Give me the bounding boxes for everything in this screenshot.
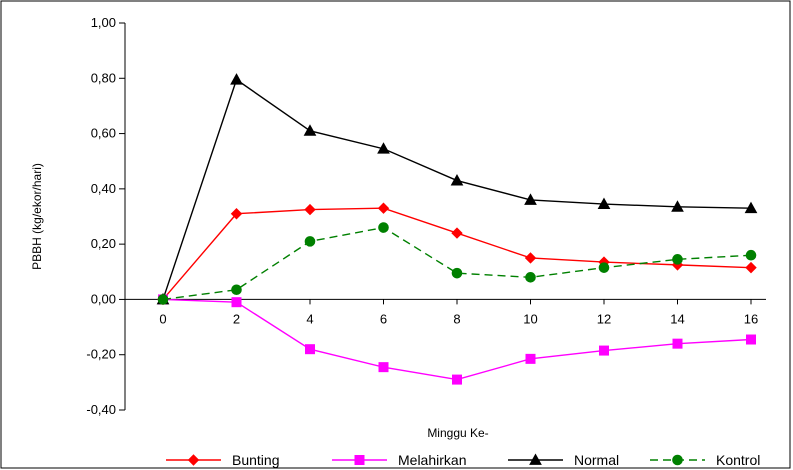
data-point-bunting: [451, 227, 463, 239]
y-axis-title: PBBH (kg/ekor/hari): [30, 163, 44, 270]
legend-marker-normal: [529, 453, 542, 465]
x-tick-label: 10: [523, 311, 537, 326]
data-point-kontrol: [157, 294, 169, 305]
data-point-normal: [377, 142, 390, 154]
x-tick-label: 2: [233, 311, 240, 326]
data-point-bunting: [377, 202, 390, 214]
data-point-normal: [744, 201, 758, 214]
x-tick-label: 4: [306, 311, 313, 326]
data-point-normal: [597, 197, 611, 209]
x-tick-label: 14: [670, 311, 684, 326]
data-point-kontrol: [378, 222, 389, 233]
data-point-bunting: [304, 203, 316, 216]
data-point-melahirkan: [746, 334, 756, 345]
data-point-bunting: [524, 252, 537, 264]
data-point-melahirkan: [231, 297, 242, 308]
data-point-kontrol: [672, 254, 683, 265]
legend-marker-melahirkan: [354, 455, 365, 465]
x-tick-label: 8: [453, 311, 460, 326]
data-point-normal: [303, 124, 317, 136]
y-tick-label: 0,60: [91, 126, 116, 141]
x-tick-label: 16: [744, 311, 758, 326]
data-point-melahirkan: [599, 345, 609, 356]
y-tick-label: 0,80: [91, 70, 116, 85]
x-tick-label: 6: [380, 311, 387, 326]
data-point-bunting: [230, 208, 243, 220]
x-tick-label: 12: [597, 311, 611, 326]
x-axis-title: Minggu Ke-: [427, 426, 488, 440]
legend-label-normal: Normal: [574, 452, 619, 468]
data-point-kontrol: [231, 284, 242, 296]
data-point-melahirkan: [452, 374, 462, 385]
data-point-kontrol: [304, 236, 316, 247]
legend-marker-kontrol: [672, 454, 683, 466]
data-point-melahirkan: [378, 362, 389, 373]
data-point-melahirkan: [672, 338, 683, 349]
x-tick-label: 0: [159, 311, 166, 326]
y-tick-label: 1,00: [91, 15, 116, 30]
data-point-kontrol: [451, 267, 463, 279]
y-tick-label: 0,20: [91, 236, 116, 251]
data-point-kontrol: [525, 272, 536, 283]
legend-label-melahirkan: Melahirkan: [398, 452, 466, 468]
legend-label-bunting: Bunting: [232, 452, 279, 468]
legend-label-kontrol: Kontrol: [716, 452, 760, 468]
legend-marker-bunting: [187, 454, 200, 466]
y-tick-label: -0,40: [86, 402, 116, 417]
data-point-kontrol: [598, 262, 610, 273]
series-line-kontrol: [162, 226, 752, 301]
data-point-normal: [524, 193, 537, 205]
y-tick-label: 0,00: [91, 291, 116, 306]
data-point-normal: [450, 174, 464, 186]
y-tick-label: 0,40: [91, 181, 116, 196]
y-tick-label: -0,20: [86, 347, 116, 362]
data-point-normal: [230, 73, 243, 85]
data-point-melahirkan: [305, 344, 315, 355]
data-point-bunting: [745, 261, 757, 274]
data-point-melahirkan: [525, 353, 536, 364]
data-point-kontrol: [745, 249, 757, 261]
data-point-normal: [671, 200, 684, 212]
